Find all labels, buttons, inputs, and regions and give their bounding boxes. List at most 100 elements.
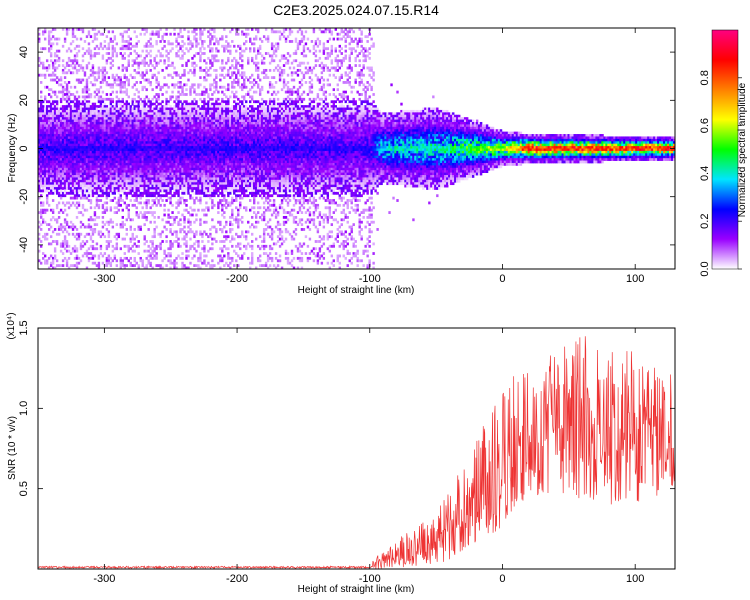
spectrogram-cell [55, 138, 59, 142]
spectrogram-cell [43, 158, 47, 161]
spectrogram-cell [203, 47, 206, 51]
spectrogram-cell [43, 187, 47, 190]
spectrogram-cell [75, 232, 79, 236]
spectrogram-cell [183, 242, 186, 246]
spectrogram-cell [183, 148, 186, 152]
spectrogram-cell [105, 206, 109, 210]
spectrogram-cell [151, 160, 154, 164]
spectrogram-cell [77, 184, 81, 188]
spectrogram-cell [129, 143, 132, 147]
spectrogram-cell [159, 160, 162, 164]
spectrogram-cell [135, 134, 138, 137]
spectrogram-cell [79, 66, 83, 70]
spectrogram-cell [195, 121, 198, 125]
spectrogram-cell [39, 172, 43, 176]
spectrogram-cell [157, 170, 160, 173]
spectrogram-cell [123, 136, 126, 140]
spectrogram-cell [191, 105, 194, 108]
spectrogram-cell [97, 179, 101, 183]
spectrogram-cell [115, 189, 119, 193]
spectrogram-cell [115, 187, 119, 190]
spectrogram-cell [119, 182, 123, 186]
spectrogram-cell [107, 170, 111, 173]
spectrogram-cell [149, 150, 152, 154]
spectrogram-cell [89, 182, 93, 186]
spectrogram-cell [83, 148, 87, 152]
spectrogram-cell [179, 244, 182, 248]
spectrogram-cell [89, 179, 93, 183]
spectrogram-cell [151, 114, 154, 118]
spectrogram-cell [207, 179, 210, 183]
spectrogram-cell [81, 155, 85, 159]
spectrogram-cell [179, 148, 182, 152]
spectrogram-cell [149, 141, 152, 145]
spectrogram-cell [85, 162, 89, 166]
spectrogram-cell [141, 107, 144, 111]
spectrogram-cell [203, 167, 206, 171]
spectrogram-cell [135, 160, 138, 164]
spectrogram-cell [65, 114, 69, 118]
spectrogram-cell [87, 105, 91, 108]
spectrogram-cell [193, 88, 196, 92]
spectrogram-cell [133, 249, 136, 253]
spectrogram-cell [133, 61, 136, 65]
spectrogram-cell [151, 249, 154, 253]
spectrogram-cell [91, 256, 95, 260]
spectrogram-cell [141, 213, 144, 217]
spectrogram-cell [173, 261, 176, 265]
spectrogram-cell [155, 42, 158, 46]
spectrogram-cell [39, 170, 43, 173]
spectrogram-cell [181, 129, 184, 133]
spectrogram-cell [147, 124, 150, 128]
spectrogram-cell [181, 261, 184, 265]
spectrogram-cell [153, 124, 156, 128]
spectrogram-cell [139, 170, 142, 173]
spectrogram-cell [43, 138, 47, 142]
spectrogram-cell [121, 47, 124, 51]
spectrogram-cell [69, 136, 73, 140]
spectrogram-cell [197, 208, 200, 212]
spectrogram-cell [57, 153, 61, 157]
spectrogram-cell [131, 131, 134, 135]
spectrogram-cell [103, 138, 107, 142]
spectrogram-cell [149, 165, 152, 169]
spectrogram-cell [89, 177, 93, 181]
spectrogram-cell [119, 196, 123, 200]
spectrogram-cell [163, 252, 166, 255]
spectrogram-cell [107, 184, 111, 188]
spectrogram-cell [199, 218, 202, 222]
spectrogram-cell [73, 126, 77, 130]
spectrogram-cell [145, 141, 148, 145]
spectrogram-cell [153, 182, 156, 186]
spectrogram-cell [211, 109, 214, 113]
spectrogram-cell [183, 126, 186, 130]
spectrogram-cell [193, 247, 196, 251]
spectrogram-cell [85, 179, 89, 183]
spectrogram-cell [113, 35, 117, 39]
spectrogram-cell [75, 254, 79, 258]
spectrogram-cell [61, 153, 65, 157]
spectrogram-cell [203, 247, 206, 251]
spectrogram-cell [147, 146, 150, 149]
spectrogram-cell [197, 134, 200, 137]
spectrogram-cell [209, 165, 212, 169]
spectrogram-cell [87, 232, 91, 236]
spectrogram-cell [89, 189, 93, 193]
spectrogram-cell [53, 167, 57, 171]
spectrogram-cell [75, 237, 79, 241]
spectrogram-cell [127, 81, 130, 84]
spectrogram-cell [145, 112, 148, 116]
spectrogram-cell [57, 107, 61, 111]
spectrogram-cell [185, 131, 188, 135]
spectrogram-cell [147, 191, 150, 195]
spectrogram-cell [89, 129, 93, 133]
spectrogram-cell [41, 141, 45, 145]
spectrogram-cell [55, 143, 59, 147]
spectrogram-cell [209, 148, 212, 152]
spectrogram-cell [149, 155, 152, 159]
spectrogram-cell [131, 175, 134, 178]
spectrogram-cell [145, 117, 148, 120]
spectrogram-cell [209, 49, 212, 53]
spectrogram-cell [83, 184, 87, 188]
spectrogram-cell [47, 131, 51, 135]
